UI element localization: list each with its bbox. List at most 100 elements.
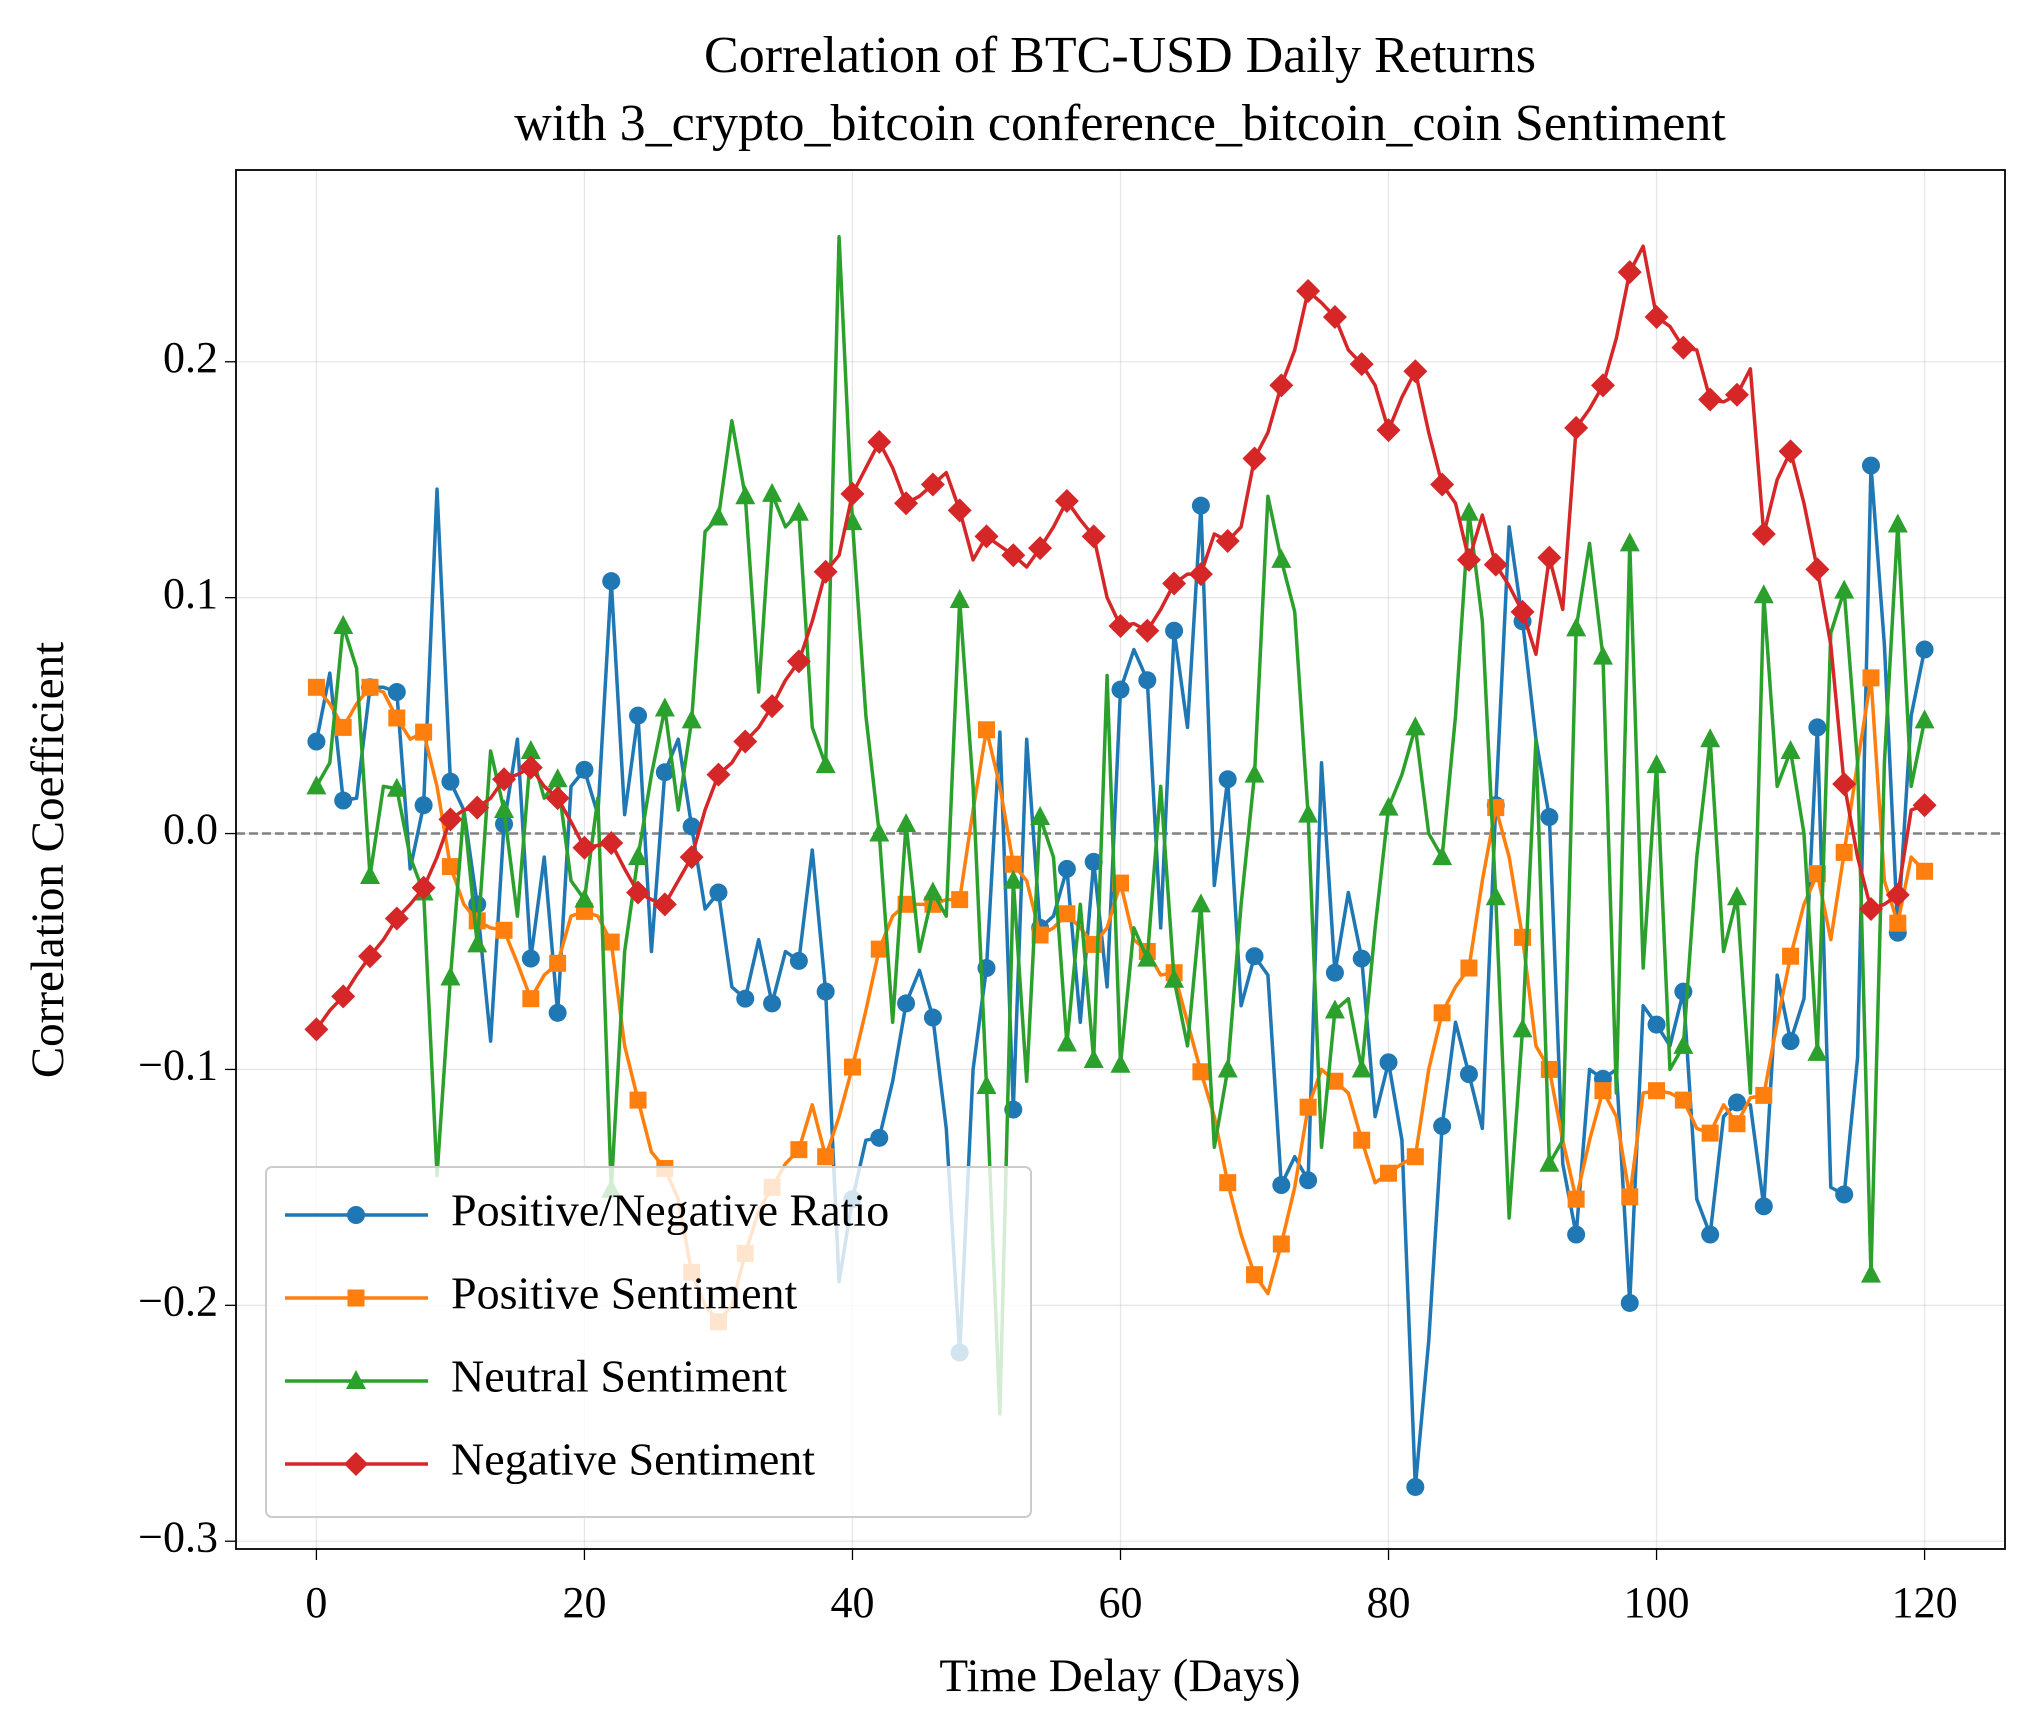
data-point <box>1619 532 1640 552</box>
data-point <box>1430 472 1455 497</box>
data-point <box>1567 1225 1586 1244</box>
data-point <box>1701 1124 1719 1142</box>
data-point <box>789 951 808 970</box>
data-point <box>414 796 433 815</box>
data-point <box>1647 1015 1666 1034</box>
data-point <box>762 482 783 502</box>
data-point <box>1376 418 1401 443</box>
x-tick-label: 0 <box>305 1578 327 1627</box>
data-point <box>790 1141 808 1159</box>
legend-label: Neutral Sentiment <box>451 1351 787 1402</box>
x-tick-label: 120 <box>1892 1578 1958 1627</box>
chart-title: Correlation of BTC-USD Daily Returns <box>704 27 1536 84</box>
data-point <box>896 813 917 833</box>
data-point <box>602 572 621 591</box>
legend: Positive/Negative Ratio Positive Sentimen… <box>265 1166 1032 1518</box>
data-point <box>522 990 540 1008</box>
data-point <box>1780 739 1801 759</box>
data-point <box>629 706 648 725</box>
data-point <box>1726 886 1747 906</box>
data-point <box>842 511 863 531</box>
legend-marker <box>344 1452 368 1476</box>
data-point <box>495 921 513 939</box>
y-tick-label: 0.2 <box>163 333 218 382</box>
data-point <box>331 984 356 1009</box>
data-point <box>1057 859 1076 878</box>
data-point <box>1326 1072 1344 1090</box>
legend-label: Negative Sentiment <box>451 1434 815 1485</box>
data-point <box>870 940 888 958</box>
data-point <box>1272 1235 1290 1253</box>
data-point <box>1617 260 1642 285</box>
data-point <box>1483 552 1508 577</box>
data-point <box>1456 547 1481 572</box>
data-point <box>518 755 543 780</box>
data-point <box>1912 793 1937 818</box>
data-point <box>602 933 620 951</box>
data-point <box>1727 1093 1746 1112</box>
x-tick-label: 80 <box>1367 1578 1411 1627</box>
data-point <box>1110 1053 1131 1073</box>
data-point <box>1030 806 1051 826</box>
data-point <box>1188 562 1213 587</box>
data-point <box>1861 456 1880 475</box>
data-point <box>1564 415 1589 440</box>
data-point <box>867 429 892 454</box>
chart-title: with 3_crypto_bitcoin conference_bitcoin… <box>514 95 1726 152</box>
data-point <box>574 888 595 908</box>
data-point <box>545 786 570 811</box>
data-point <box>1244 763 1265 783</box>
x-tick-label: 60 <box>1099 1578 1143 1627</box>
data-point <box>1433 1004 1451 1022</box>
data-point <box>1805 557 1830 582</box>
data-point <box>1700 728 1721 748</box>
data-point <box>1353 1131 1371 1149</box>
data-point <box>1083 1049 1104 1069</box>
data-point <box>817 1148 835 1166</box>
y-axis-label: Correlation Coefficient <box>22 642 74 1078</box>
data-point <box>1620 1293 1639 1312</box>
data-point <box>1245 947 1264 966</box>
legend-label: Positive Sentiment <box>451 1268 798 1319</box>
data-point <box>334 718 352 736</box>
data-point <box>1674 982 1693 1001</box>
x-tick-label: 20 <box>562 1578 606 1627</box>
data-point <box>388 709 406 727</box>
legend-marker <box>346 1370 366 1389</box>
data-point <box>333 614 354 634</box>
data-point <box>816 982 835 1001</box>
data-point <box>1592 645 1613 665</box>
data-point <box>1433 1117 1452 1136</box>
data-point <box>1751 521 1776 546</box>
data-point <box>411 875 436 900</box>
legend-marker <box>347 1206 365 1224</box>
data-point <box>1567 1190 1585 1208</box>
data-point <box>548 1003 567 1022</box>
data-point <box>1537 545 1562 570</box>
data-point <box>788 501 809 521</box>
data-point <box>1778 439 1803 464</box>
data-point <box>307 678 325 696</box>
data-point <box>547 768 568 788</box>
legend-box <box>265 1166 1032 1518</box>
data-point <box>706 762 731 787</box>
y-tick-label: 0.1 <box>163 569 218 618</box>
data-point <box>334 791 353 810</box>
data-point <box>681 709 702 729</box>
data-point <box>708 506 729 526</box>
data-point <box>1218 770 1237 789</box>
data-point <box>1217 1058 1238 1078</box>
data-point <box>1325 963 1344 982</box>
data-point <box>1406 1148 1424 1166</box>
data-point <box>1299 1171 1318 1190</box>
data-point <box>361 678 379 696</box>
data-point <box>1887 513 1908 533</box>
data-point <box>386 777 407 797</box>
data-point <box>894 491 919 516</box>
data-point <box>654 697 675 717</box>
data-point <box>1380 1164 1398 1182</box>
data-point <box>1272 1176 1291 1195</box>
data-point <box>843 1058 861 1076</box>
data-point <box>1755 1086 1773 1104</box>
